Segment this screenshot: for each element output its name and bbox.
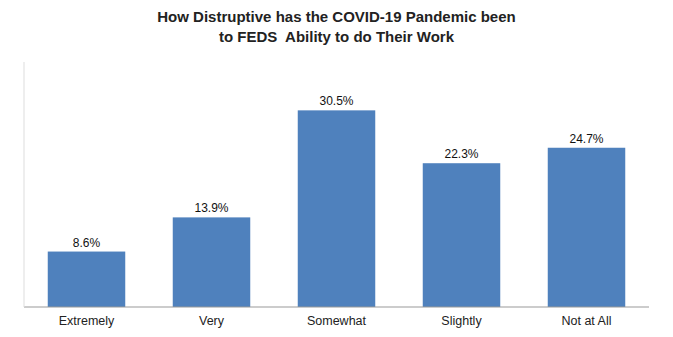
- title: How Distruptive has the COVID-19 Pandemi…: [157, 8, 515, 45]
- x-axis-line: [24, 307, 649, 308]
- bar: [548, 148, 626, 307]
- y-axis-line: [24, 62, 25, 307]
- data-label: 30.5%: [319, 94, 353, 108]
- x-tick-label: Somewhat: [307, 314, 367, 328]
- bar: [298, 110, 376, 307]
- chart-svg: How Distruptive has the COVID-19 Pandemi…: [0, 0, 673, 337]
- x-tick-label: Not at All: [561, 314, 611, 328]
- x-tick-label: Very: [199, 314, 225, 328]
- bars: [48, 110, 626, 307]
- bar: [173, 217, 251, 307]
- x-tick-label: Slightly: [441, 314, 482, 328]
- data-label: 24.7%: [569, 132, 603, 146]
- data-label: 8.6%: [73, 236, 101, 250]
- title-line: How Distruptive has the COVID-19 Pandemi…: [157, 8, 515, 25]
- plot: 8.6% 13.9% 30.5% 22.3% 24.7% Extremely Very Som…: [24, 62, 649, 328]
- x-tick-label: Extremely: [59, 314, 115, 328]
- title-line: to FEDS Ability to do Their Work: [219, 28, 455, 45]
- data-label: 13.9%: [194, 201, 228, 215]
- bar: [423, 163, 501, 307]
- data-label: 22.3%: [444, 147, 478, 161]
- chart-container: How Distruptive has the COVID-19 Pandemi…: [0, 0, 673, 337]
- bar: [48, 252, 126, 307]
